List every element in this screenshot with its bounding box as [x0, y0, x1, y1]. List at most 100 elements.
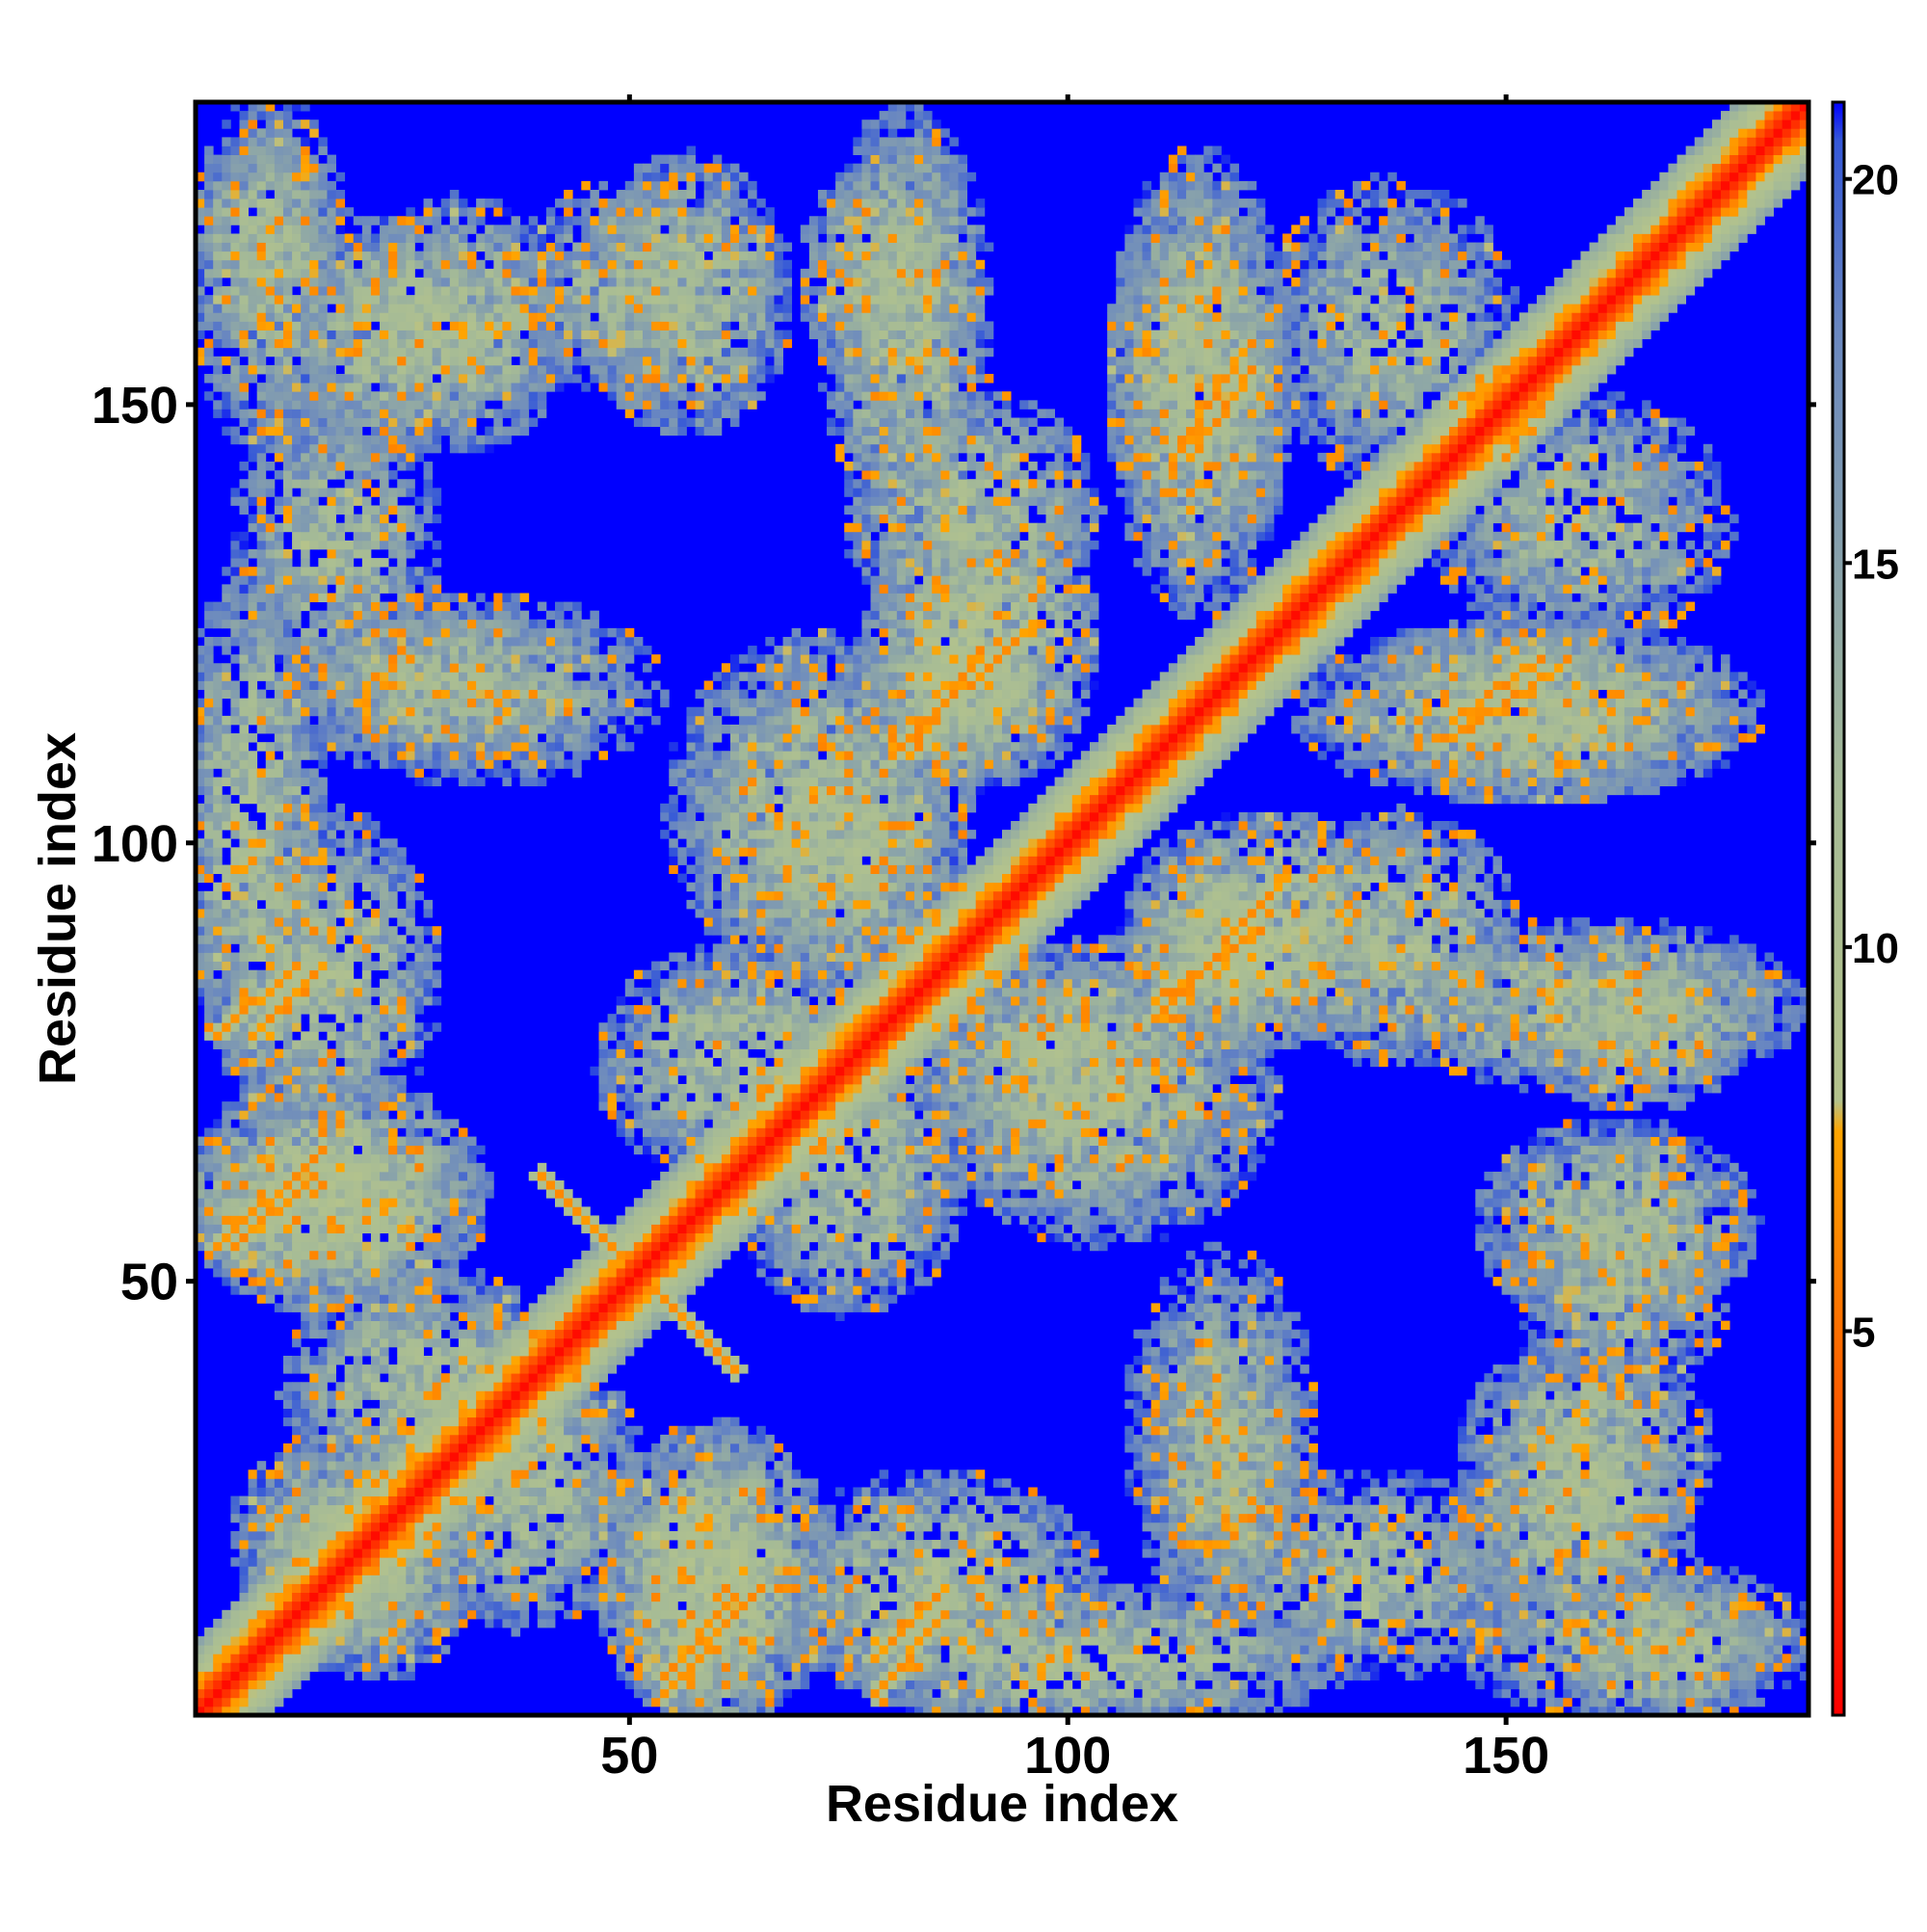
heatmap-cell [196, 259, 205, 270]
heatmap-cell [432, 1399, 442, 1409]
heatmap-cell [335, 1583, 346, 1594]
heatmap-cell [327, 917, 336, 927]
heatmap-cell [213, 1162, 223, 1173]
heatmap-cell [335, 978, 346, 989]
heatmap-cell [511, 663, 521, 673]
heatmap-cell [476, 1206, 486, 1216]
heatmap-cell [282, 435, 293, 445]
heatmap-cell [256, 488, 267, 497]
heatmap-cell [318, 347, 328, 357]
heatmap-cell [449, 1601, 460, 1611]
heatmap-cell [397, 330, 407, 340]
heatmap-cell [248, 1145, 258, 1155]
heatmap-cell [344, 1408, 355, 1418]
heatmap-cell [335, 1337, 346, 1348]
heatmap-cell [519, 259, 530, 270]
heatmap-cell [406, 759, 415, 769]
heatmap-cell [248, 1557, 258, 1567]
heatmap-cell [380, 1442, 389, 1453]
heatmap-cell [196, 356, 205, 366]
heatmap-cell [204, 347, 214, 357]
heatmap-cell [502, 259, 512, 270]
heatmap-cell [370, 1153, 381, 1164]
heatmap-cell [327, 233, 336, 243]
heatmap-cell [476, 216, 486, 225]
heatmap-cell [301, 636, 310, 647]
heatmap-cell [406, 242, 415, 252]
heatmap-cell [519, 1337, 530, 1348]
heatmap-cell [327, 1628, 336, 1637]
heatmap-cell [318, 610, 328, 621]
heatmap-cell [414, 540, 424, 550]
heatmap-cell [502, 312, 512, 322]
heatmap-cell [423, 1469, 434, 1479]
heatmap-cell [204, 926, 214, 936]
heatmap-cell [292, 304, 302, 313]
heatmap-cell [318, 277, 328, 287]
heatmap-cell [248, 522, 258, 533]
heatmap-cell [213, 890, 223, 901]
heatmap-cell [222, 689, 231, 700]
heatmap-cell [335, 1382, 346, 1391]
heatmap-cell [528, 768, 539, 778]
heatmap-cell [309, 154, 319, 165]
heatmap-cell [274, 259, 284, 270]
heatmap-cell [318, 304, 328, 313]
heatmap-cell [309, 1224, 319, 1234]
heatmap-cell [361, 935, 372, 944]
heatmap-cell [222, 1671, 231, 1681]
heatmap-cell [380, 1014, 389, 1023]
heatmap-cell [282, 654, 293, 664]
heatmap-cell [423, 1601, 434, 1611]
heatmap-cell [344, 890, 355, 901]
heatmap-cell [274, 522, 284, 533]
heatmap-cell [476, 1215, 486, 1225]
heatmap-cell [476, 1575, 486, 1584]
heatmap-cell [361, 1548, 372, 1558]
heatmap-cell [406, 724, 415, 734]
heatmap-cell [388, 1320, 398, 1331]
heatmap-cell [344, 821, 355, 831]
heatmap-cell [423, 995, 434, 1006]
heatmap-cell [274, 1241, 284, 1252]
heatmap-cell [204, 751, 214, 760]
heatmap-cell [309, 1575, 319, 1584]
heatmap-cell [256, 1189, 267, 1199]
heatmap-cell [274, 698, 284, 708]
heatmap-cell [458, 1575, 468, 1584]
heatmap-cell [414, 1566, 424, 1575]
heatmap-cell [380, 1005, 389, 1015]
heatmap-cell [519, 1618, 530, 1628]
heatmap-cell [335, 680, 346, 690]
heatmap-cell [256, 1258, 267, 1269]
heatmap-cell [502, 1434, 512, 1444]
heatmap-cell [493, 1434, 503, 1444]
heatmap-cell [511, 1504, 521, 1515]
heatmap-cell [282, 242, 293, 252]
heatmap-cell [344, 462, 355, 471]
heatmap-cell [292, 1461, 302, 1470]
heatmap-cell [222, 383, 231, 392]
heatmap-cell [458, 1364, 468, 1374]
heatmap-cell [406, 268, 415, 278]
heatmap-cell [213, 952, 223, 962]
heatmap-cell [414, 646, 424, 655]
heatmap-cell [309, 1662, 319, 1672]
heatmap-cell [248, 1618, 258, 1628]
heatmap-cell [292, 462, 302, 471]
heatmap-cell [397, 1250, 407, 1260]
heatmap-cell [309, 304, 319, 313]
heatmap-cell [406, 225, 415, 234]
heatmap-cell [423, 575, 434, 585]
heatmap-cell [213, 1628, 223, 1637]
heatmap-cell [248, 1083, 258, 1094]
heatmap-cell [406, 742, 415, 752]
heatmap-cell [502, 627, 512, 638]
heatmap-cell [292, 417, 302, 428]
heatmap-cell [388, 706, 398, 717]
heatmap-cell [239, 207, 249, 217]
heatmap-cell [440, 1180, 451, 1190]
heatmap-cell [397, 1206, 407, 1216]
heatmap-cell [196, 1180, 205, 1190]
heatmap-cell [361, 383, 372, 392]
